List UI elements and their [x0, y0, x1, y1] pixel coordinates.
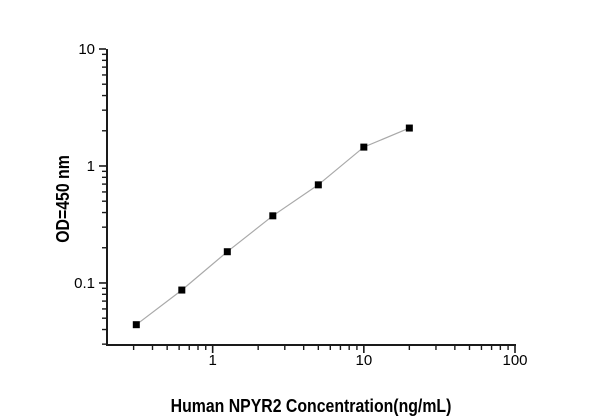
data-point-marker [223, 248, 231, 256]
x-tick-label: 10 [355, 352, 372, 369]
data-point-marker [132, 321, 140, 329]
y-tick-label: 10 [78, 41, 95, 58]
data-point-marker [269, 212, 277, 220]
data-point-marker [314, 181, 322, 189]
y-tick-label: 0.1 [74, 275, 95, 292]
data-point-marker [360, 143, 368, 151]
x-tick-label: 1 [208, 352, 216, 369]
x-axis-title: Human NPYR2 Concentration(ng/mL) [170, 396, 452, 416]
y-tick-label: 1 [87, 158, 95, 175]
data-point-marker [178, 286, 186, 294]
x-tick-label: 100 [502, 352, 527, 369]
series-line [135, 127, 410, 326]
y-axis-title: OD=450 nm [53, 155, 73, 243]
data-point-marker [405, 124, 413, 132]
